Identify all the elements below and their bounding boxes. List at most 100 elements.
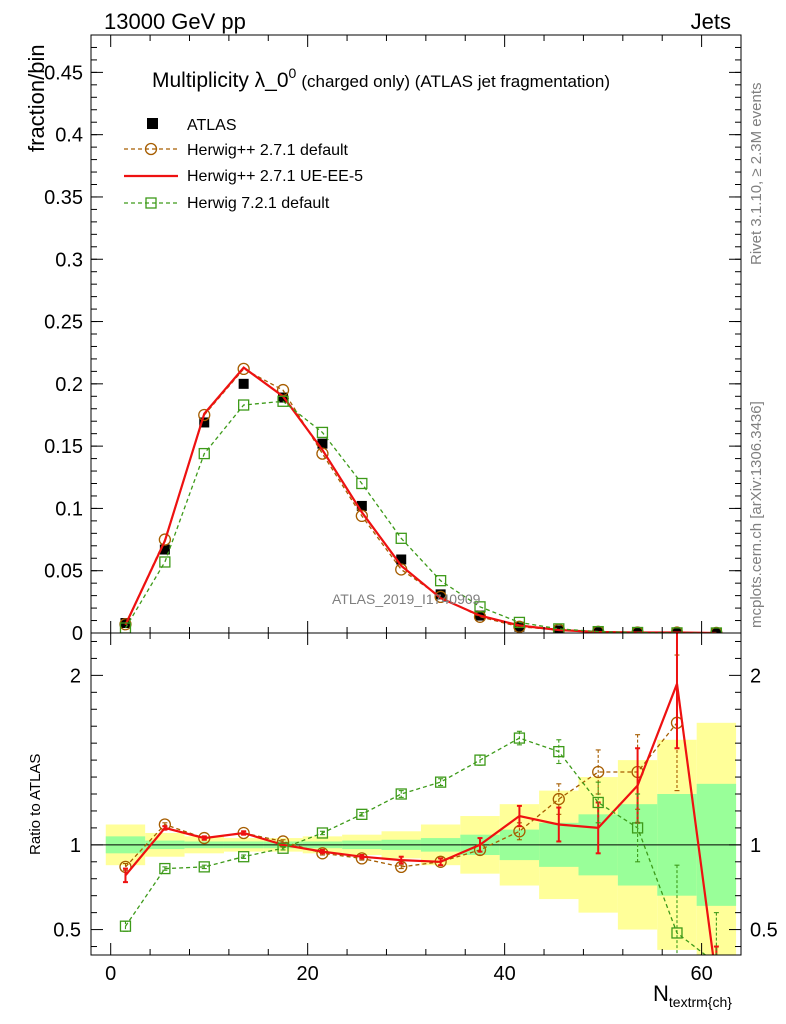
- herwig7-point: [277, 395, 289, 407]
- ratio-herwig7-point: [277, 842, 289, 854]
- main-ytick-label: 0.4: [55, 125, 83, 147]
- herwig-default-point: [158, 533, 172, 546]
- ratio-herwig7-point: [671, 927, 683, 939]
- main-ytick-label: 0.15: [44, 436, 83, 458]
- chart-title: Multiplicity λ_00 (charged only) (ATLAS j…: [152, 65, 610, 92]
- main-ytick-label: 0.05: [44, 561, 83, 583]
- main-ylabel: fraction/bin: [24, 44, 49, 152]
- ratio-herwig-default-point: [592, 765, 605, 779]
- ratio-xlabel-main: N: [653, 981, 669, 1006]
- herwig7-point: [434, 575, 447, 587]
- ratio-xtick-label: 0: [105, 963, 116, 985]
- legend-label-atlas: ATLAS: [187, 117, 237, 134]
- ratio-xtick-label: 40: [494, 963, 516, 985]
- header-left: 13000 GeV pp: [104, 9, 246, 34]
- main-ytick-label: 0.2: [55, 374, 83, 396]
- ratio-herwig7-point: [513, 732, 526, 744]
- header-right: Jets: [691, 9, 731, 34]
- ratio-herwig7-point: [592, 796, 604, 809]
- chart-title-sup: 0: [289, 65, 297, 81]
- main-ytick-label: 0.3: [55, 249, 83, 271]
- herwig-default-point: [237, 362, 250, 376]
- ratio-herwig7-point: [474, 754, 486, 766]
- ratio-herwig-default-point: [552, 792, 565, 806]
- legend-entry-herwig-default: Herwig++ 2.7.1 default: [124, 142, 349, 159]
- main-ytick-label: 0.25: [44, 312, 83, 334]
- ratio-herwig7-point: [316, 827, 329, 839]
- chart-title-rest: (charged only) (ATLAS jet fragmentation): [301, 72, 610, 91]
- atlas-data-point: [711, 627, 722, 633]
- legend-marker-atlas: [147, 118, 158, 129]
- herwig7-point: [395, 532, 407, 544]
- herwig-default-point: [198, 408, 211, 422]
- legend: ATLAS Herwig++ 2.7.1 default Herwig++ 2.…: [124, 117, 363, 212]
- legend-marker-herwig-default: [144, 142, 158, 156]
- ratio-xtick-label: 20: [297, 963, 319, 985]
- ratio-herwig7-point: [553, 745, 565, 758]
- ratio-xtick-label: 60: [690, 963, 712, 985]
- legend-entry-herwig7: Herwig 7.2.1 default: [124, 195, 330, 212]
- ratio-herwig7-point: [119, 920, 132, 932]
- main-axis-ticks: 0 0.05 0.1 0.15 0.2 0.25 0.3 0.35 0.4 0.45: [44, 35, 741, 645]
- atlas-data-point: [632, 627, 643, 633]
- ratio-herwig7-point: [356, 808, 368, 820]
- ratio-ytick-label-right: 2: [750, 665, 761, 687]
- legend-label-herwig-default: Herwig++ 2.7.1 default: [187, 142, 349, 159]
- atlas-data-point: [396, 554, 407, 565]
- legend-entry-herwig-ueee5: Herwig++ 2.7.1 UE-EE-5: [124, 168, 363, 185]
- herwig7-point: [356, 477, 368, 490]
- ratio-series-line-1: [124, 683, 715, 955]
- chart-title-main: Multiplicity λ_0: [152, 69, 289, 92]
- main-ytick-label: 0.45: [44, 62, 83, 84]
- herwig7-point: [592, 625, 604, 633]
- ratio-ytick-label-right: 1: [750, 835, 761, 857]
- herwig7-point: [159, 556, 171, 568]
- ratio-herwig7-point: [631, 822, 644, 834]
- ratio-herwig7-point: [238, 851, 250, 863]
- ratio-herwig7-point: [395, 788, 407, 800]
- atlas-data-point: [317, 438, 328, 449]
- ratio-series-line-2: [124, 737, 707, 955]
- herwig7-point: [513, 616, 526, 629]
- herwig7-point: [553, 623, 565, 633]
- atlas-data-point: [356, 500, 367, 511]
- atlas-data-point: [435, 589, 446, 600]
- main-series-line-3: [124, 400, 717, 633]
- legend-label-herwig-ueee5: Herwig++ 2.7.1 UE-EE-5: [187, 168, 363, 185]
- legend-marker-herwig7: [145, 197, 157, 209]
- analysis-watermark: ATLAS_2019_I1740909: [332, 591, 481, 607]
- side-label-bottom: mcplots.cern.ch [arXiv:1306.3436]: [748, 401, 765, 628]
- ratio-ytick-label: 2: [70, 665, 81, 687]
- main-panel: 0 0.05 0.1 0.15 0.2 0.25 0.3 0.35 0.4 0.45 fracti…: [24, 34, 742, 645]
- ratio-ylabel: Ratio to ATLAS: [27, 754, 44, 855]
- legend-label-herwig7: Herwig 7.2.1 default: [187, 195, 330, 212]
- atlas-data-point: [238, 378, 249, 389]
- herwig7-point: [316, 426, 329, 439]
- herwig7-point: [119, 622, 132, 633]
- ratio-ytick-label: 0.5: [53, 920, 81, 942]
- main-ytick-label: 0.35: [44, 187, 83, 209]
- ratio-herwig7-point: [434, 776, 447, 788]
- herwig-default-point: [434, 590, 447, 604]
- herwig7-point: [238, 399, 250, 411]
- ratio-herwig7-point: [198, 861, 210, 873]
- herwig7-point: [474, 601, 486, 613]
- main-ytick-label: 0.1: [55, 498, 83, 520]
- ratio-xlabel-sub: textrm{ch}: [669, 994, 732, 1010]
- ratio-herwig7-point: [711, 958, 721, 968]
- ratio-herwig7-point: [159, 862, 171, 875]
- ratio-ytick-label-right: 0.5: [750, 920, 778, 942]
- herwig7-point: [198, 447, 210, 460]
- ratio-panel: 0.5 0.51 12 20 20 40 60 Ratio to ATLAS Ntextrm…: [27, 632, 778, 1010]
- atlas-data-point: [593, 627, 604, 633]
- atlas-data-point: [671, 627, 682, 633]
- ratio-xlabel: Ntextrm{ch}: [653, 981, 732, 1010]
- ratio-ytick-label: 1: [70, 835, 81, 857]
- side-label-top: Rivet 3.1.10, ≥ 2.3M events: [748, 83, 765, 266]
- atlas-data-point: [159, 544, 170, 555]
- ratio-herwig-default-point: [355, 852, 368, 865]
- ratio-axis-ticks: 0.5 0.51 12 20 20 40 60: [53, 633, 778, 985]
- main-ytick-label: 0: [72, 623, 83, 645]
- legend-entry-atlas: ATLAS: [147, 117, 237, 134]
